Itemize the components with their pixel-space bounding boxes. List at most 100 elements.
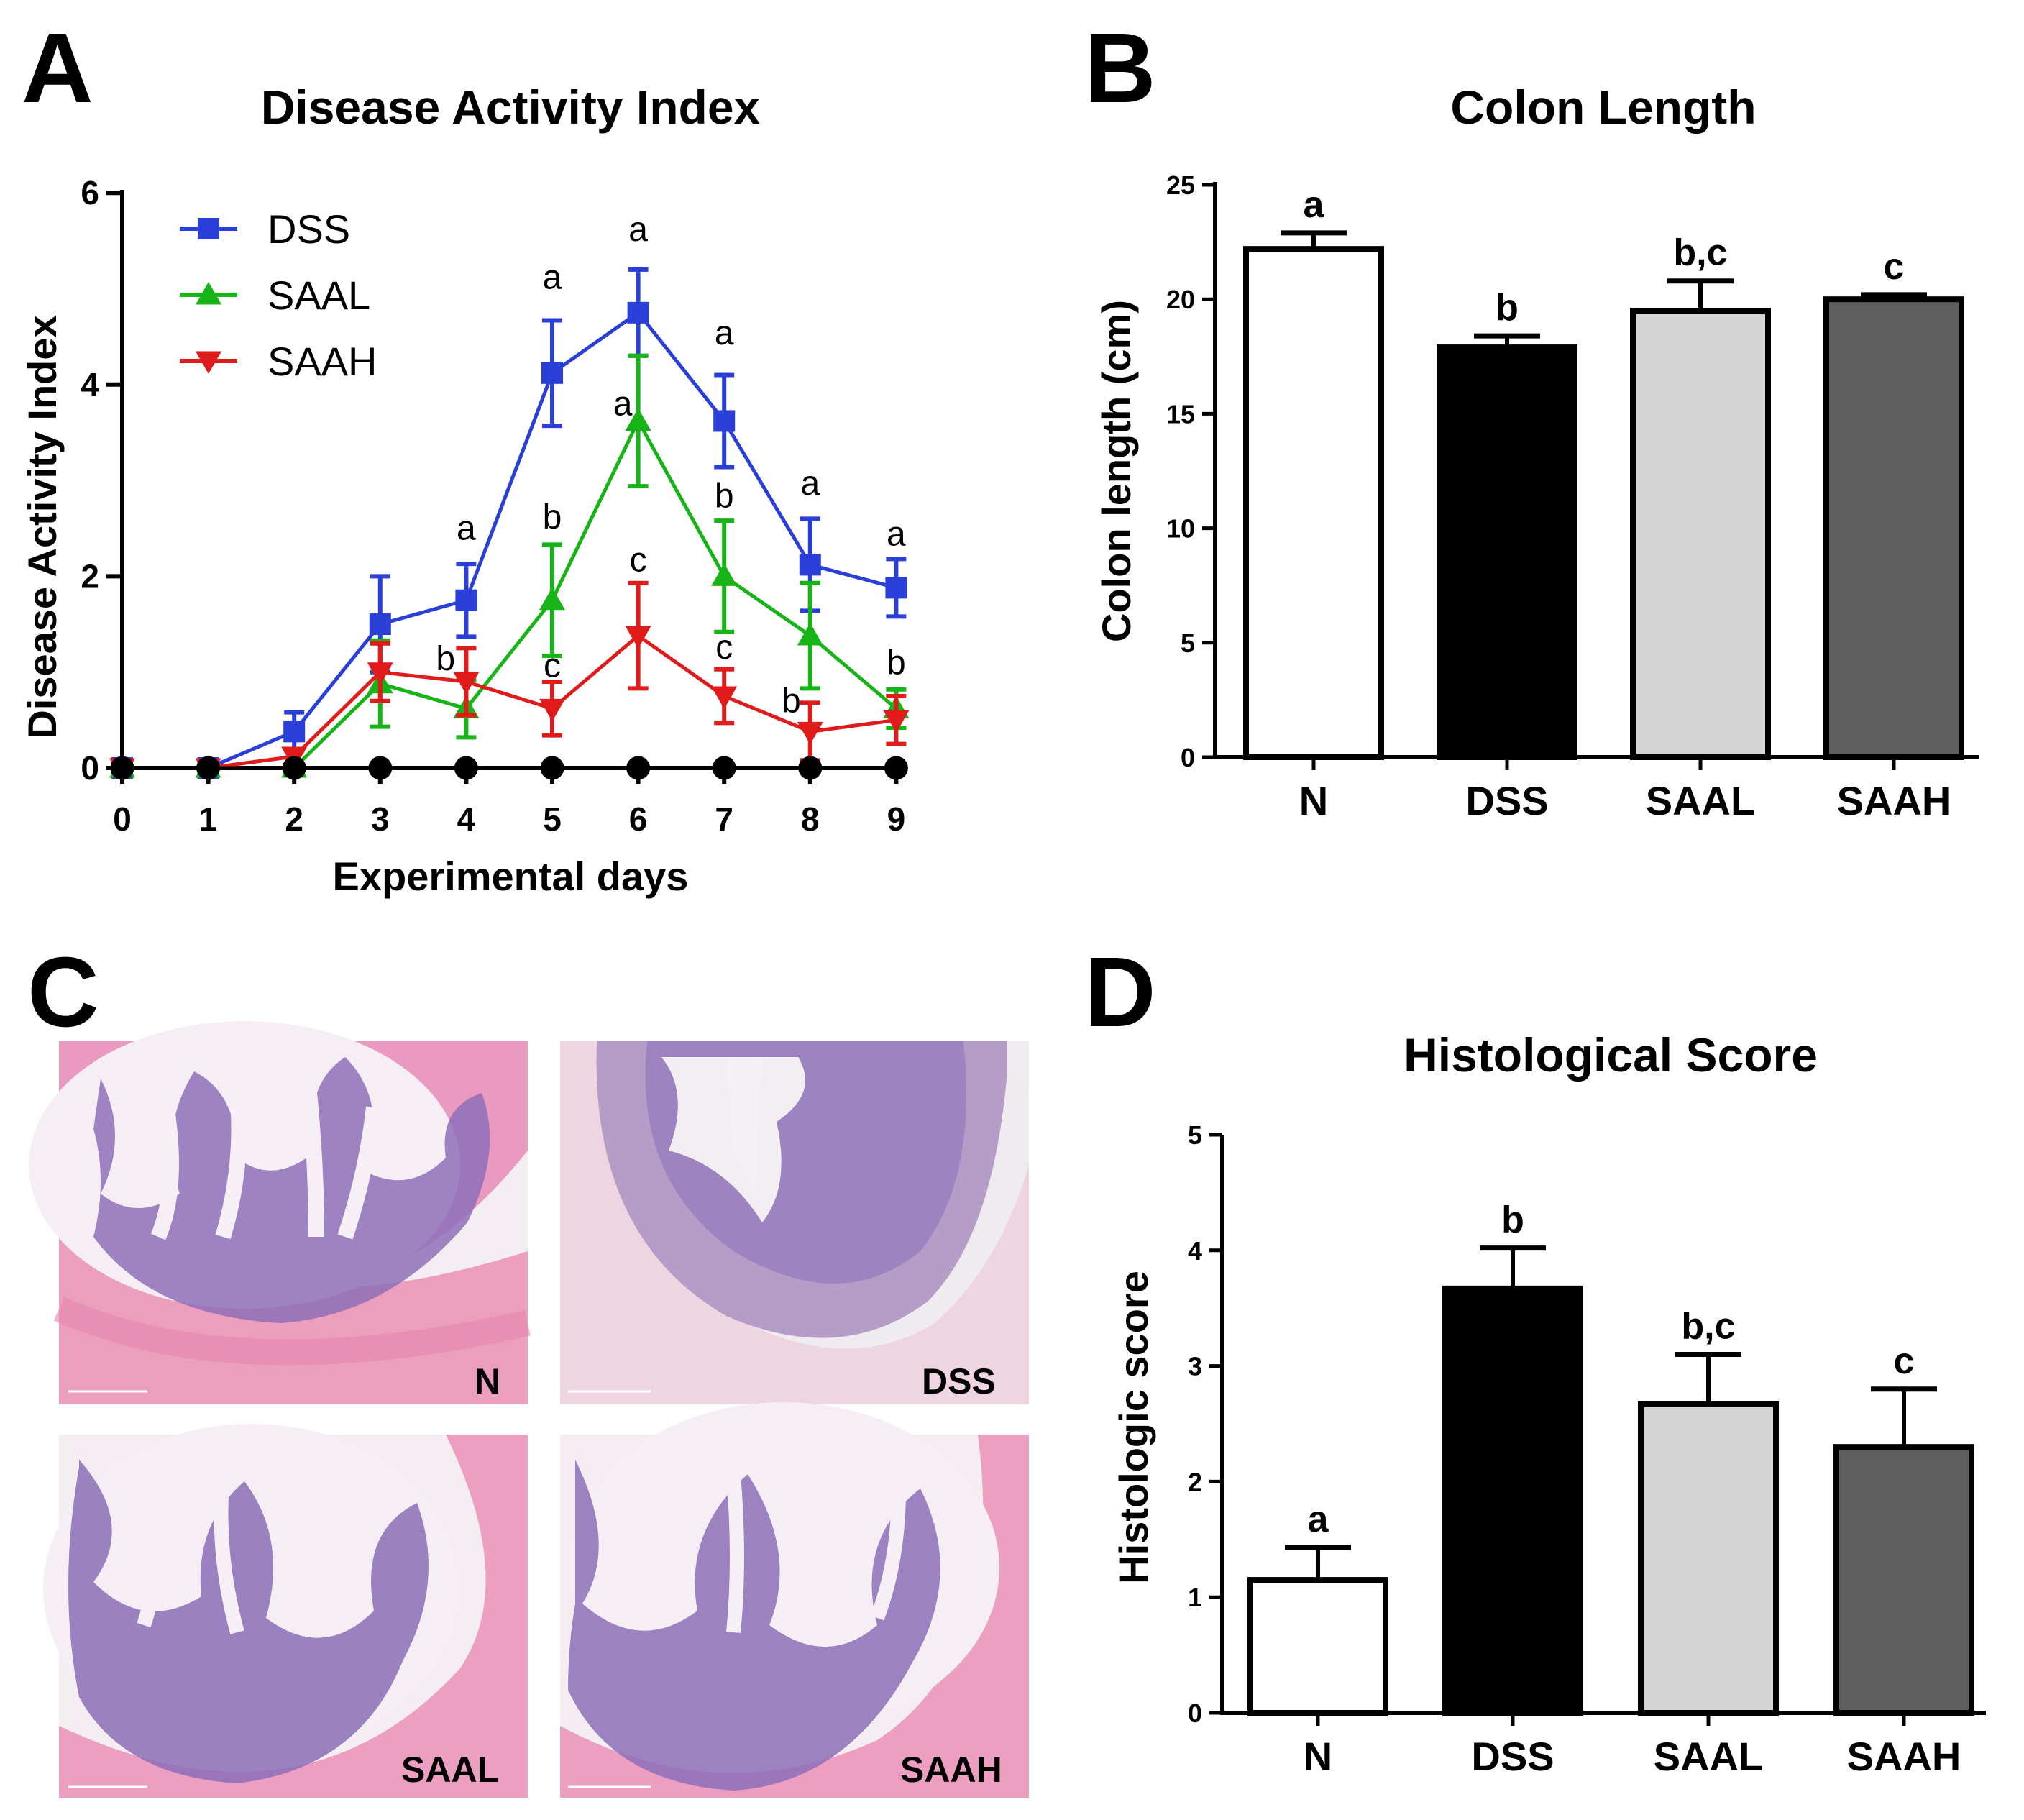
chart-a-annotations: a a a a a a b a b b c c c b b [436,211,906,721]
x-tick-label: 5 [543,800,562,838]
significance-label: a [887,516,906,554]
bar-n [1247,1577,1388,1716]
y-tick-label: 2 [81,557,99,595]
data-point [625,626,651,649]
data-point [282,756,306,780]
data-point [799,554,821,576]
panel-letter-a: A [22,13,93,124]
data-point [884,756,908,780]
bar-saah [1823,296,1964,760]
data-point [540,756,564,780]
x-tick-label: 1 [199,800,218,838]
chart-d-bars: a Nb DSS b,c SAAL c SAAH [1247,1199,1974,1779]
data-point [797,721,823,745]
panel-b: B Colon Length Colon length (cm) 0 5 10 15 2… [1084,13,1979,823]
significance-label: c [715,628,733,667]
legend-marker [196,282,221,305]
data-point [367,662,393,685]
series-line-saal [122,417,898,770]
series-n [110,756,908,780]
panel-c: C N DSS [27,937,1029,1798]
significance-label: c [1884,246,1905,288]
histology-label-saah: SAAH [900,1750,1002,1790]
category-label: SAAH [1847,1734,1961,1779]
data-point [454,756,478,780]
category-label: SAAL [1654,1734,1763,1779]
legend-marker [198,218,219,239]
significance-label: a [613,385,633,423]
chart-d-ylabel: Histologic score [1111,1271,1156,1584]
y-tick-label: 4 [81,366,99,403]
category-label: SAAL [1646,778,1755,823]
significance-label: c [544,646,561,685]
x-tick-label: 9 [887,800,906,838]
significance-label: b [543,498,562,536]
legend-label: SAAH [267,339,377,384]
category-label: N [1299,778,1328,823]
bar-saal [1638,1401,1779,1716]
chart-b-bars: a Nb DSS b,c SAAL c SAAH [1243,184,1964,823]
series-line-saah [122,633,897,770]
x-tick-label: 3 [371,800,390,838]
significance-label: b [782,682,801,721]
data-point [883,710,910,733]
series-line-dss [122,310,897,770]
chart-d-title: Histological Score [1403,1028,1818,1082]
data-point [711,686,738,710]
bar-saah [1833,1444,1974,1716]
category-label: N [1304,1734,1332,1779]
data-point [625,408,651,431]
chart-a-x-ticks: 0 1 2 3 4 5 6 7 8 9 [113,768,905,838]
x-tick-label: 6 [629,800,648,838]
y-tick-label: 4 [1188,1236,1202,1266]
chart-a-y-ticks: 0 2 4 6 [81,174,122,787]
data-point [368,756,393,780]
histology-image-saah: SAAH [560,1402,1029,1798]
chart-a-axes [120,190,899,770]
y-tick-label: 6 [81,174,99,211]
data-point [797,623,823,646]
x-tick-label: 4 [457,800,476,838]
x-tick-label: 0 [113,800,132,838]
chart-a-title: Disease Activity Index [261,81,761,134]
legend-label: DSS [267,206,350,252]
chart-a-xlabel: Experimental days [333,854,689,899]
significance-label: b [715,477,734,515]
bar-dss [1437,344,1577,760]
significance-label: c [1894,1340,1915,1382]
category-label: DSS [1471,1734,1554,1779]
histology-image-saal: SAAL [43,1424,528,1798]
chart-a-ylabel: Disease Activity Index [19,315,65,738]
x-tick-label: 7 [715,800,733,838]
x-tick-label: 8 [801,800,820,838]
significance-label: a [715,314,734,352]
panel-letter-b: B [1084,13,1156,124]
significance-label: a [628,211,648,249]
data-point [453,672,480,695]
significance-label: a [543,259,562,297]
significance-label: a [800,465,820,503]
bar-n [1243,246,1384,761]
chart-d-y-ticks: 0 1 2 3 4 5 [1188,1120,1222,1728]
panel-letter-d: D [1084,937,1156,1048]
y-tick-label: 0 [1188,1698,1202,1728]
y-tick-label: 15 [1166,399,1195,429]
data-point [798,756,823,780]
histology-image-n: N [29,1021,531,1404]
y-tick-label: 5 [1188,1120,1202,1150]
y-tick-label: 20 [1166,285,1195,314]
x-tick-label: 2 [285,800,303,838]
y-tick-label: 0 [81,749,99,787]
data-point [541,362,563,384]
panel-letter-c: C [27,937,99,1048]
data-point [885,577,907,599]
data-point [539,587,565,611]
legend-label: SAAL [267,273,370,318]
significance-label: b,c [1681,1306,1735,1348]
significance-label: c [630,541,647,580]
bar-saal [1630,308,1771,760]
y-tick-label: 1 [1188,1583,1202,1612]
histology-label-n: N [475,1361,500,1401]
data-point [196,756,221,780]
